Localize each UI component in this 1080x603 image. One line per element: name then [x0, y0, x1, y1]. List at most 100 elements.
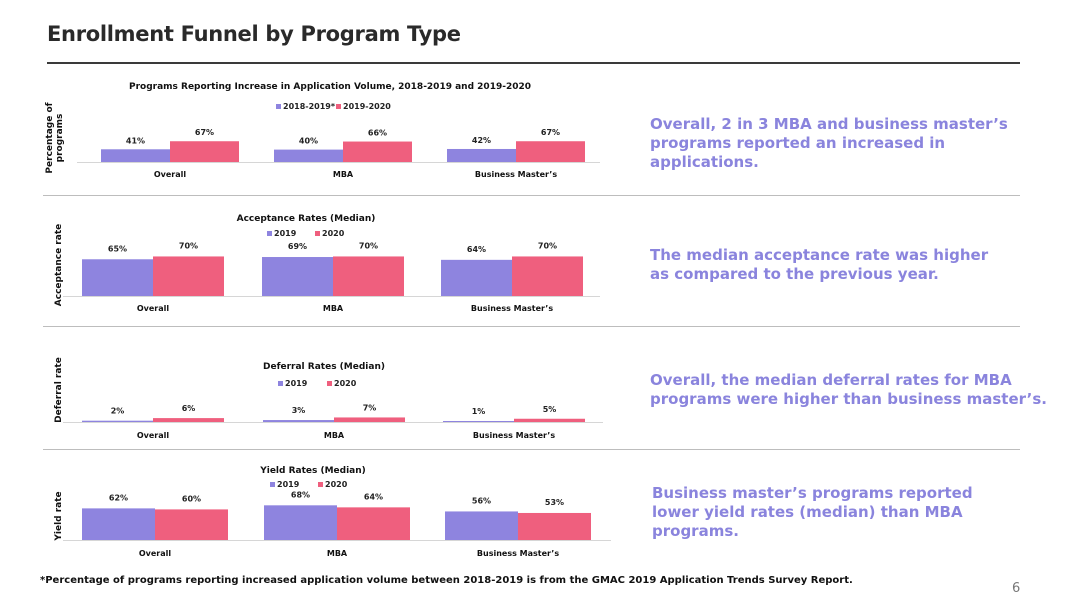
data-label: 5%	[543, 405, 557, 414]
legend-swatch	[318, 482, 323, 487]
data-label: 56%	[472, 496, 491, 505]
y-axis-label: Yield rate	[54, 491, 64, 541]
y-axis-label: Percentage of	[45, 102, 55, 173]
legend-label: 2020	[334, 379, 357, 388]
bar-2019-business-master-s	[441, 259, 512, 296]
bar-2020-overall	[153, 256, 224, 296]
bar-2018-2019-overall	[101, 149, 170, 162]
legend-swatch	[267, 231, 272, 236]
legend-label: 2020	[322, 229, 345, 238]
chart-title: Yield Rates (Median)	[259, 466, 366, 476]
bar-2018-2019-mba	[274, 149, 343, 162]
finding-deferral: Overall, the median deferral rates for M…	[650, 371, 1047, 408]
y-axis-label: Acceptance rate	[54, 224, 64, 306]
page-title: Enrollment Funnel by Program Type	[47, 22, 461, 46]
data-label: 60%	[182, 494, 201, 503]
data-label: 1%	[472, 407, 486, 416]
bar-2020-overall	[153, 418, 224, 422]
data-label: 70%	[179, 241, 198, 250]
data-label: 3%	[292, 406, 306, 415]
bar-2019-mba	[262, 257, 333, 296]
bar-2019-overall	[82, 259, 153, 296]
data-label: 68%	[291, 490, 310, 499]
data-label: 70%	[538, 241, 557, 250]
legend-swatch	[278, 381, 283, 386]
acceptance-rates-chart: Acceptance Rates (Median) 2019 2020 Accepta…	[54, 214, 600, 313]
section-divider	[43, 195, 1020, 196]
data-label: 53%	[545, 498, 564, 507]
data-label: 70%	[359, 241, 378, 250]
application-volume-chart: Programs Reporting Increase in Applicati…	[45, 82, 600, 179]
bar-2020-business-master-s	[518, 512, 591, 540]
legend-label: 2018-2019*	[283, 102, 336, 111]
data-label: 62%	[109, 493, 128, 502]
bar-2019-business-master-s	[443, 421, 514, 422]
category-label: MBA	[324, 431, 345, 440]
legend-label: 2019-2020	[343, 102, 391, 111]
bar-2020-mba	[334, 417, 405, 422]
page-number: 6	[1012, 581, 1021, 596]
y-axis-label-line2: programs	[55, 114, 65, 163]
data-label: 64%	[364, 492, 383, 501]
category-label: Overall	[154, 170, 187, 179]
bar-2018-2019-business-master-s	[447, 148, 516, 162]
footnote: *Percentage of programs reporting increa…	[40, 575, 853, 586]
legend-label: 2019	[274, 229, 297, 238]
legend-label: 2020	[325, 480, 348, 489]
bar-2020-mba	[333, 256, 404, 296]
bar-2020-overall	[155, 509, 228, 540]
chart-title: Programs Reporting Increase in Applicati…	[129, 82, 531, 92]
bar-2019-mba	[263, 420, 334, 422]
bar-2019-mba	[264, 505, 337, 540]
data-label: 67%	[195, 128, 214, 137]
category-label: Business Master’s	[477, 549, 559, 558]
category-label: Overall	[137, 431, 170, 440]
data-label: 41%	[126, 136, 145, 145]
bar-2020-mba	[337, 507, 410, 540]
bar-2019-business-master-s	[445, 511, 518, 540]
finding-applications: Overall, 2 in 3 MBA and business master’…	[650, 115, 1008, 171]
bar-2019-2020-overall	[170, 141, 239, 162]
category-label: Overall	[137, 304, 170, 313]
data-label: 2%	[111, 407, 125, 416]
category-label: Business Master’s	[475, 170, 557, 179]
data-label: 69%	[288, 242, 307, 251]
y-axis-label: Deferral rate	[54, 357, 64, 423]
data-label: 66%	[368, 129, 387, 138]
data-label: 64%	[467, 245, 486, 254]
legend-swatch	[315, 231, 320, 236]
yield-rates-chart: Yield Rates (Median) 2019 2020 Yield rate 62…	[54, 466, 611, 558]
legend-label: 2019	[277, 480, 300, 489]
data-label: 42%	[472, 136, 491, 145]
data-label: 67%	[541, 128, 560, 137]
finding-acceptance: The median acceptance rate was higher as…	[650, 246, 989, 283]
legend-swatch	[270, 482, 275, 487]
deferral-rates-chart: Deferral Rates (Median) 2019 2020 Deferral …	[54, 357, 603, 440]
chart-title: Acceptance Rates (Median)	[237, 214, 376, 224]
section-divider	[43, 326, 1020, 327]
bar-2019-overall	[82, 508, 155, 540]
category-label: Business Master’s	[473, 431, 555, 440]
legend-swatch	[327, 381, 332, 386]
data-label: 65%	[108, 244, 127, 253]
bar-2020-business-master-s	[512, 256, 583, 296]
category-label: MBA	[323, 304, 344, 313]
data-label: 7%	[363, 403, 377, 412]
bar-2019-2020-mba	[343, 141, 412, 162]
category-label: MBA	[333, 170, 354, 179]
category-label: Overall	[139, 549, 172, 558]
finding-yield: Business master’s programs reported lowe…	[652, 484, 973, 540]
legend-label: 2019	[285, 379, 308, 388]
section-divider	[43, 449, 1020, 450]
legend-swatch	[276, 104, 281, 109]
data-label: 6%	[182, 404, 196, 413]
legend-swatch	[336, 104, 341, 109]
bar-2019-2020-business-master-s	[516, 141, 585, 162]
chart-title: Deferral Rates (Median)	[263, 362, 385, 372]
category-label: Business Master’s	[471, 304, 553, 313]
data-label: 40%	[299, 137, 318, 146]
category-label: MBA	[327, 549, 348, 558]
title-divider	[47, 62, 1020, 64]
bar-2019-overall	[82, 420, 153, 422]
bar-2020-business-master-s	[514, 418, 585, 422]
